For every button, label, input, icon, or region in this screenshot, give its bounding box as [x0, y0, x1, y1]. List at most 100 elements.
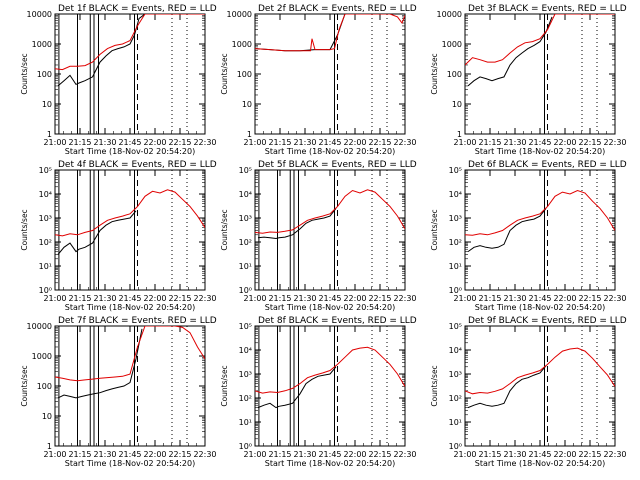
x-axis-label: Start Time (18-Nov-02 20:54:20) — [475, 459, 605, 468]
x-tick-label: 21:30 — [293, 294, 316, 303]
y-axis-label: Counts/sec — [220, 53, 229, 94]
series-line-events — [257, 366, 337, 409]
y-tick-label: 10 — [452, 100, 462, 109]
panel-det-3: Det 3f BLACK = Events, RED = LLD 1 10 100 10… — [430, 4, 627, 156]
x-tick-label: 21:15 — [68, 450, 91, 459]
y-tick-label: 10⁵ — [239, 166, 252, 175]
y-tick-label: 10³ — [449, 214, 462, 223]
y-tick-label: 10³ — [239, 370, 252, 379]
y-tick-label: 10¹ — [239, 262, 252, 271]
y-tick-label: 100 — [37, 70, 52, 79]
panel-title: Det 6f BLACK = Events, RED = LLD — [468, 160, 627, 170]
x-tick-label: 21:30 — [93, 138, 116, 147]
plot-frame — [254, 13, 406, 135]
x-axis-label: Start Time (18-Nov-02 20:54:20) — [475, 147, 605, 156]
x-axis-label: Start Time (18-Nov-02 20:54:20) — [65, 147, 195, 156]
x-tick-label: 21:15 — [268, 450, 291, 459]
x-tick-label: 21:00 — [43, 450, 66, 459]
x-tick-label: 22:30 — [603, 138, 626, 147]
x-tick-label: 22:15 — [578, 450, 601, 459]
x-tick-label: 21:30 — [93, 450, 116, 459]
panel-det-9: Det 9f BLACK = Events, RED = LLD 10⁰ 10¹ 10… — [430, 316, 627, 468]
y-tick-label: 10³ — [449, 370, 462, 379]
panel-title: Det 5f BLACK = Events, RED = LLD — [258, 160, 417, 170]
y-tick-label: 10⁵ — [449, 322, 462, 331]
x-tick-label: 21:30 — [293, 138, 316, 147]
x-tick-label: 21:15 — [478, 138, 501, 147]
y-tick-label: 10¹ — [39, 262, 52, 271]
x-axis-label: Start Time (18-Nov-02 20:54:20) — [475, 303, 605, 312]
x-tick-label: 22:15 — [368, 294, 391, 303]
y-tick-label: 10 — [42, 100, 52, 109]
y-tick-label: 10 — [42, 412, 52, 421]
x-tick-label: 22:15 — [578, 138, 601, 147]
y-axis-label: Counts/sec — [220, 365, 229, 406]
x-tick-label: 22:00 — [553, 294, 576, 303]
panel-title: Det 3f BLACK = Events, RED = LLD — [468, 4, 627, 14]
y-axis-label: Counts/sec — [220, 209, 229, 250]
y-tick-label: 10⁰ — [239, 442, 252, 451]
plot-frame — [464, 13, 616, 135]
y-tick-label: 100 — [37, 382, 52, 391]
series-line-lld — [55, 14, 205, 71]
series-line-events — [467, 16, 553, 87]
y-tick-label: 100 — [447, 70, 462, 79]
x-tick-label: 21:45 — [528, 450, 551, 459]
y-tick-label: 1000 — [442, 40, 462, 49]
panel-title: Det 7f BLACK = Events, RED = LLD — [58, 316, 217, 326]
x-tick-label: 21:00 — [453, 138, 476, 147]
y-tick-label: 10⁰ — [449, 442, 462, 451]
x-tick-label: 22:00 — [553, 138, 576, 147]
y-tick-label: 10⁴ — [449, 190, 462, 199]
series-line-events — [57, 328, 143, 399]
x-tick-label: 21:00 — [453, 294, 476, 303]
x-tick-label: 21:45 — [118, 138, 141, 147]
x-tick-label: 21:00 — [243, 138, 266, 147]
panel-title: Det 9f BLACK = Events, RED = LLD — [468, 316, 627, 326]
x-tick-label: 21:45 — [318, 450, 341, 459]
y-tick-label: 1000 — [232, 40, 252, 49]
panel-det-5: Det 5f BLACK = Events, RED = LLD 10⁰ 10¹ 10… — [220, 160, 417, 312]
x-tick-label: 22:00 — [143, 450, 166, 459]
x-tick-label: 22:00 — [553, 450, 576, 459]
y-axis-label: Counts/sec — [430, 209, 439, 250]
x-tick-label: 21:45 — [118, 450, 141, 459]
x-tick-label: 21:00 — [43, 294, 66, 303]
y-axis-label: Counts/sec — [430, 365, 439, 406]
x-tick-label: 22:15 — [368, 138, 391, 147]
x-axis-label: Start Time (18-Nov-02 20:54:20) — [265, 303, 395, 312]
x-tick-label: 21:00 — [243, 450, 266, 459]
y-tick-label: 10² — [39, 238, 52, 247]
y-tick-label: 10⁴ — [239, 190, 252, 199]
y-tick-label: 10⁵ — [239, 322, 252, 331]
panel-title: Det 8f BLACK = Events, RED = LLD — [258, 316, 417, 326]
panel-title: Det 2f BLACK = Events, RED = LLD — [258, 4, 417, 14]
panel-det-6: Det 6f BLACK = Events, RED = LLD 10⁰ 10¹ 10… — [430, 160, 627, 312]
x-tick-label: 21:30 — [93, 294, 116, 303]
x-tick-label: 22:00 — [343, 138, 366, 147]
x-tick-label: 21:00 — [453, 450, 476, 459]
panel-title: Det 4f BLACK = Events, RED = LLD — [58, 160, 217, 170]
y-tick-label: 10000 — [27, 322, 52, 331]
panel-det-4: Det 4f BLACK = Events, RED = LLD 10⁰ 10¹ 10… — [20, 160, 217, 312]
y-tick-label: 10000 — [27, 10, 52, 19]
x-tick-label: 21:00 — [43, 138, 66, 147]
x-tick-label: 22:30 — [393, 138, 416, 147]
y-tick-label: 1 — [247, 130, 252, 139]
series-line-lld — [255, 14, 405, 52]
y-tick-label: 100 — [237, 70, 252, 79]
y-tick-label: 1 — [47, 130, 52, 139]
y-tick-label: 1000 — [32, 352, 52, 361]
y-tick-label: 10⁵ — [449, 166, 462, 175]
y-axis-label: Counts/sec — [20, 53, 29, 94]
y-axis-label: Counts/sec — [430, 53, 439, 94]
series-line-lld — [465, 347, 615, 395]
series-line-events — [257, 208, 337, 240]
series-line-events — [255, 14, 346, 52]
series-line-lld — [465, 14, 615, 66]
y-tick-label: 10¹ — [449, 262, 462, 271]
y-tick-label: 10² — [449, 238, 462, 247]
x-tick-label: 21:45 — [318, 138, 341, 147]
